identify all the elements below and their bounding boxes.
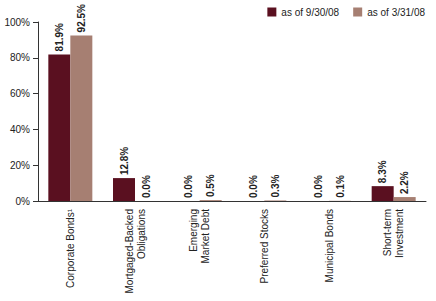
- svg-text:Municipal Bonds: Municipal Bonds: [324, 209, 335, 282]
- svg-text:0.5%: 0.5%: [205, 174, 216, 197]
- svg-text:0.0%: 0.0%: [248, 175, 259, 198]
- svg-text:0.0%: 0.0%: [313, 175, 324, 198]
- svg-text:as of 3/31/08: as of 3/31/08: [367, 7, 425, 18]
- svg-text:0.1%: 0.1%: [335, 175, 346, 198]
- svg-text:92.5%: 92.5%: [76, 4, 87, 32]
- svg-text:0.0%: 0.0%: [183, 175, 194, 198]
- svg-text:20%: 20%: [10, 160, 30, 171]
- svg-text:0.3%: 0.3%: [270, 175, 281, 198]
- svg-text:80%: 80%: [10, 52, 30, 63]
- svg-text:12.8%: 12.8%: [119, 147, 130, 175]
- svg-text:Corporate Bonds¹: Corporate Bonds¹: [65, 208, 76, 288]
- svg-text:Short-term: Short-term: [382, 209, 393, 256]
- svg-text:2.2%: 2.2%: [399, 171, 410, 194]
- svg-text:as of 9/30/08: as of 9/30/08: [281, 7, 339, 18]
- svg-text:Obligations: Obligations: [136, 209, 147, 259]
- svg-text:81.9%: 81.9%: [54, 23, 65, 51]
- svg-text:40%: 40%: [10, 124, 30, 135]
- svg-text:0%: 0%: [16, 196, 31, 207]
- svg-text:Preferred Stocks: Preferred Stocks: [259, 209, 270, 283]
- svg-text:0.0%: 0.0%: [141, 175, 152, 198]
- svg-text:Investment: Investment: [394, 209, 405, 258]
- svg-text:60%: 60%: [10, 88, 30, 99]
- svg-text:Market Debt: Market Debt: [200, 209, 211, 264]
- svg-text:100%: 100%: [4, 17, 30, 28]
- svg-text:Emerging: Emerging: [188, 209, 199, 252]
- svg-text:8.3%: 8.3%: [377, 160, 388, 183]
- svg-text:Mortgaged-Backed: Mortgaged-Backed: [124, 209, 135, 294]
